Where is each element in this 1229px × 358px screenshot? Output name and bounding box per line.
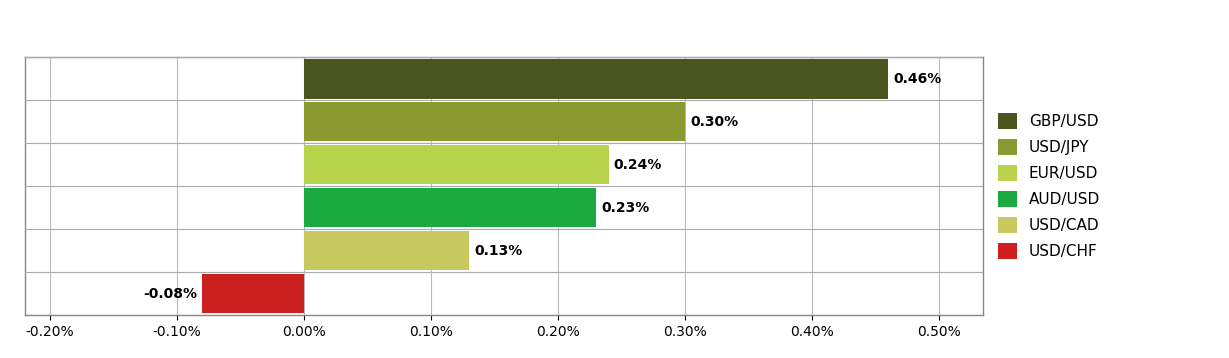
- Bar: [304, 59, 889, 98]
- Text: 0.46%: 0.46%: [893, 72, 941, 86]
- Bar: [304, 188, 596, 227]
- Text: 0.13%: 0.13%: [474, 243, 522, 258]
- Text: -0.08%: -0.08%: [144, 286, 198, 301]
- Text: 0.23%: 0.23%: [601, 200, 649, 215]
- Text: Benchmark Currency Rates - Daily Gainers & Losers: Benchmark Currency Rates - Daily Gainers…: [310, 14, 919, 34]
- Bar: [304, 145, 608, 184]
- Bar: [304, 231, 469, 270]
- Text: 0.24%: 0.24%: [613, 158, 662, 172]
- Bar: [304, 102, 685, 141]
- Text: 0.30%: 0.30%: [689, 115, 739, 129]
- Bar: [203, 274, 304, 313]
- Legend: GBP/USD, USD/JPY, EUR/USD, AUD/USD, USD/CAD, USD/CHF: GBP/USD, USD/JPY, EUR/USD, AUD/USD, USD/…: [992, 107, 1106, 265]
